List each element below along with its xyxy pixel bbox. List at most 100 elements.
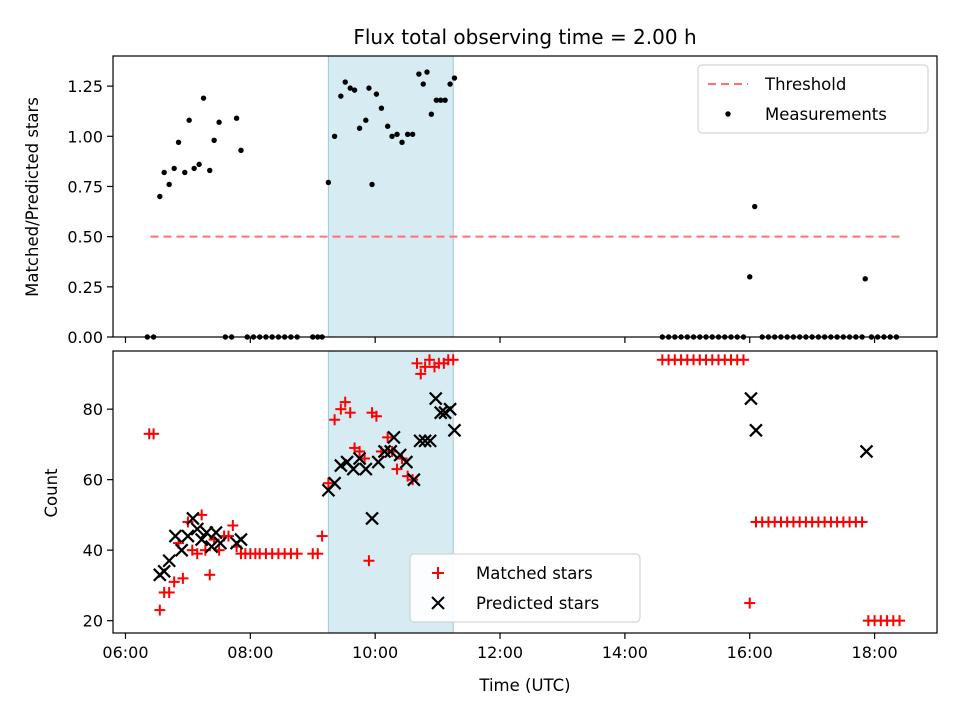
bottom-ytick-label: 40 xyxy=(83,541,103,560)
measurement-point xyxy=(378,105,385,111)
measurement-point xyxy=(331,133,338,139)
matched-stars-point xyxy=(415,368,427,380)
predicted-stars-point xyxy=(387,430,401,445)
bottom-ytick-label: 60 xyxy=(83,471,103,490)
measurement-point xyxy=(442,97,448,103)
measurement-point xyxy=(447,81,453,87)
measurement-point xyxy=(752,203,758,210)
measurement-point xyxy=(404,131,411,137)
predicted-stars-point xyxy=(377,444,392,459)
bottom-legend: Matched stars Predicted stars xyxy=(409,553,641,623)
matched-stars-point xyxy=(370,410,382,422)
measurement-point xyxy=(207,167,213,174)
measurement-point xyxy=(238,147,244,154)
matched-stars-point xyxy=(322,477,334,489)
predicted-stars-point xyxy=(157,564,171,579)
predicted-stars-point xyxy=(433,405,448,420)
top-legend: Threshold Measurements xyxy=(697,64,929,134)
bottom-series-0 xyxy=(143,354,906,627)
measurement-point xyxy=(325,179,332,186)
matched-stars-point xyxy=(329,414,341,426)
predicted-stars-point xyxy=(346,462,361,476)
xtick-label: 08:00 xyxy=(227,643,273,662)
bottom-ytick-label: 20 xyxy=(83,612,103,631)
matched-stars-point xyxy=(191,548,203,560)
top-highlight-span xyxy=(327,55,454,338)
measurement-point xyxy=(451,75,458,81)
measurement-point xyxy=(394,131,400,137)
measurement-point xyxy=(747,274,753,280)
predicted-stars-point xyxy=(194,532,209,547)
legend-matched-label: Matched stars xyxy=(476,564,593,583)
matched-stars-point xyxy=(744,597,756,609)
top-axes-frame xyxy=(112,55,938,338)
matched-stars-point xyxy=(339,396,351,408)
top-legend-box xyxy=(697,64,929,134)
matched-stars-point xyxy=(391,463,403,475)
measurement-point xyxy=(211,137,217,143)
predicted-stars-point xyxy=(327,476,342,490)
measurement-point xyxy=(342,79,348,85)
measurement-point xyxy=(399,139,405,146)
predicted-stars-point xyxy=(859,444,874,459)
predicted-stars-point xyxy=(334,458,348,473)
measurement-point xyxy=(369,181,375,188)
measurement-point xyxy=(373,91,380,97)
predicted-stars-point xyxy=(407,472,421,487)
measurement-point xyxy=(416,71,422,77)
predicted-stars-point xyxy=(371,455,386,469)
measurement-point xyxy=(356,125,363,131)
predicted-stars-point xyxy=(168,529,183,543)
matched-stars-point xyxy=(344,407,356,419)
measurement-point xyxy=(196,161,202,168)
matched-stars-point xyxy=(411,357,423,369)
measurement-point xyxy=(347,85,353,91)
predicted-stars-point xyxy=(174,543,189,557)
top-ytick-label: 1.00 xyxy=(67,127,103,146)
matched-stars-point xyxy=(312,548,324,560)
predicted-stars-point xyxy=(384,444,398,459)
matched-stars-point xyxy=(737,354,749,366)
legend-measurements-label: Measurements xyxy=(765,105,887,124)
top-ytick-label: 0.00 xyxy=(67,328,103,347)
predicted-stars-point xyxy=(209,525,223,540)
predicted-stars-point xyxy=(190,522,205,536)
predicted-stars-point xyxy=(359,462,373,476)
measurement-point xyxy=(166,181,172,188)
legend-predicted-swatch xyxy=(431,596,445,610)
measurement-point xyxy=(363,117,369,123)
predicted-stars-point xyxy=(234,532,248,547)
measurement-point xyxy=(384,123,391,129)
bottom-axes-frame xyxy=(112,350,938,634)
xtick-label: 12:00 xyxy=(477,643,523,662)
measurement-point xyxy=(200,95,207,101)
measurement-point xyxy=(389,133,395,139)
matched-stars-point xyxy=(382,431,394,443)
measurement-point xyxy=(161,169,167,176)
matched-stars-point xyxy=(419,361,431,373)
matched-stars-point xyxy=(291,548,303,560)
measurement-point xyxy=(216,119,222,125)
predicted-stars-point xyxy=(413,434,427,448)
matched-stars-point xyxy=(204,569,216,581)
matched-stars-point xyxy=(335,403,347,415)
predicted-stars-point xyxy=(744,391,758,406)
matched-stars-point xyxy=(154,604,166,616)
bottom-series-1 xyxy=(153,391,874,582)
measurement-point xyxy=(338,93,344,99)
predicted-stars-point xyxy=(162,553,176,568)
matched-stars-point xyxy=(423,354,435,366)
xtick-label: 18:00 xyxy=(852,643,898,662)
x-axis-label: Time (UTC) xyxy=(478,676,570,695)
measurement-point xyxy=(420,81,426,87)
measurement-point xyxy=(191,165,197,172)
predicted-stars-point xyxy=(352,451,367,466)
matched-stars-point xyxy=(447,354,459,366)
measurement-point xyxy=(424,69,430,75)
matched-stars-point xyxy=(856,516,868,528)
matched-stars-point xyxy=(168,576,180,588)
legend-threshold-label: Threshold xyxy=(764,75,846,94)
matched-stars-point xyxy=(316,530,328,542)
matched-stars-point xyxy=(163,586,175,598)
top-ytick-label: 0.25 xyxy=(67,278,103,297)
